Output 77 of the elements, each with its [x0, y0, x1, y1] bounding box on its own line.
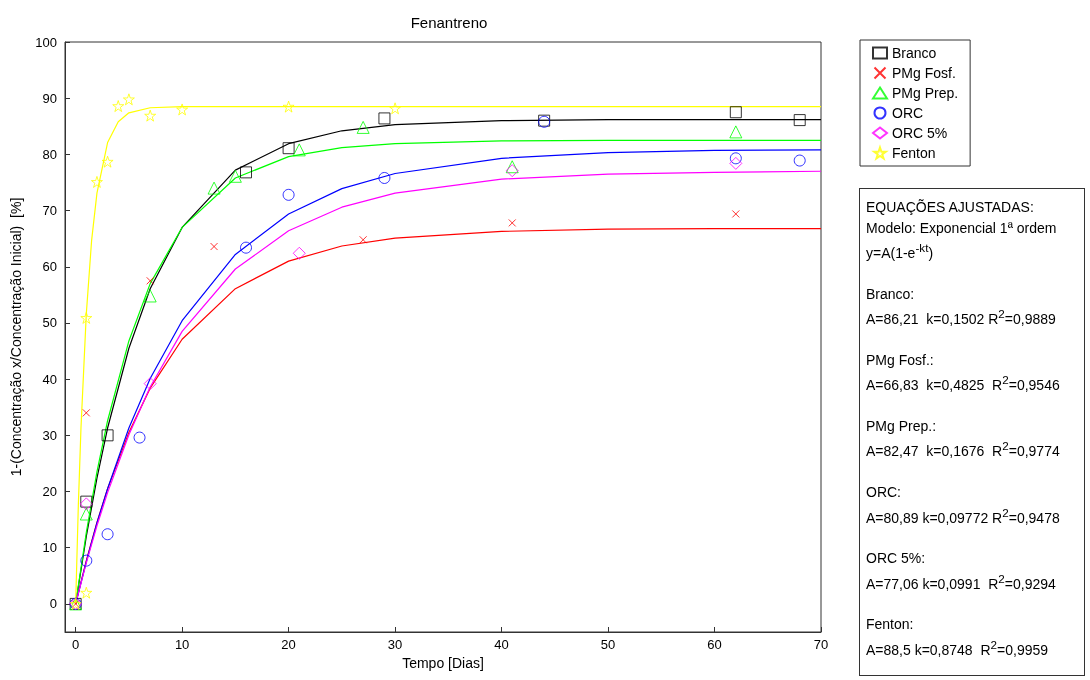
- y-tick-label: 30: [42, 427, 57, 443]
- text: ORC 5%: A=77,06 k=0,0991 R$^{2}$=0,9294: [866, 549, 1057, 594]
- point: [228, 169, 242, 183]
- y-tick-label: 20: [42, 484, 57, 500]
- text: EQUAÇÕES AJUSTADAS: Modelo: Exponencial 1ª ordem y=A(1-e$^{-kt}$): [866, 198, 1058, 263]
- point: [793, 114, 806, 127]
- point: [143, 289, 157, 303]
- x-tick-label: 70: [813, 637, 829, 652]
- point: [101, 429, 114, 442]
- y-tick-label: 40: [42, 371, 57, 387]
- point: [505, 164, 519, 178]
- y-tick-label: 50: [42, 315, 57, 331]
- x-tick-label: 60: [707, 637, 722, 652]
- point: [240, 241, 253, 254]
- point: [101, 155, 114, 168]
- x-tick-label: 20: [281, 637, 296, 652]
- point: [79, 507, 93, 521]
- point: [122, 93, 135, 106]
- point: [389, 102, 402, 115]
- y-tick-label: 10: [42, 540, 57, 556]
- point: [146, 276, 155, 285]
- legend-label: Fenton: [892, 145, 936, 161]
- point: [282, 188, 295, 201]
- y-tick-label: 60: [42, 259, 57, 275]
- point: [793, 154, 806, 167]
- point: [729, 106, 742, 119]
- legend-label: PMg Fosf.: [892, 65, 956, 81]
- point: [80, 586, 93, 599]
- y-tick-label: 0: [49, 596, 57, 612]
- text: PMg Fosf.: A=66,83 k=0,4825 R$^{2}$=0,9546: [866, 350, 1061, 395]
- x-tick-label: 0: [72, 637, 80, 652]
- point: [729, 125, 743, 139]
- y-tick-label: 90: [42, 90, 57, 106]
- point: [729, 156, 743, 170]
- point: [90, 175, 103, 188]
- point: [80, 554, 93, 567]
- point: [144, 109, 157, 122]
- point: [240, 166, 253, 179]
- legend-label: PMg Prep.: [892, 85, 959, 101]
- point: [378, 112, 391, 125]
- point: [292, 143, 306, 157]
- text: Fenton: A=88,5 k=0,8748 R$^{2}$=0,9959: [866, 615, 1050, 660]
- legend-label: ORC 5%: [892, 125, 948, 141]
- text: ORC: A=80,89 k=0,09772 R$^{2}$=0,9478: [866, 483, 1061, 528]
- x-tick-label: 10: [174, 637, 190, 652]
- point: [82, 408, 91, 417]
- y-axis-title: 1-(Concentração x/Concentração Inicial) [%]: [8, 197, 24, 477]
- point: [143, 377, 157, 391]
- point: [508, 218, 517, 227]
- point: [359, 235, 368, 244]
- point: [80, 311, 93, 324]
- y-tick-label: 100: [35, 34, 57, 50]
- point: [292, 246, 306, 260]
- y-tick-label: 80: [42, 146, 57, 162]
- legend-label: ORC: [892, 105, 924, 121]
- chart-title: Fenantreno: [410, 14, 488, 31]
- point: [176, 103, 189, 116]
- point: [729, 152, 742, 165]
- point: [282, 142, 295, 155]
- x-tick-label: 50: [600, 637, 616, 652]
- point: [207, 181, 221, 195]
- x-tick-label: 30: [387, 637, 403, 652]
- point: [210, 242, 219, 251]
- y-tick-label: 70: [42, 203, 57, 219]
- point: [505, 160, 519, 174]
- point: [112, 100, 125, 113]
- point: [133, 431, 146, 444]
- x-tick-label: 40: [494, 637, 509, 652]
- text: PMg Prep.: A=82,47 k=0,1676 R$^{2}$=0,9774: [866, 416, 1061, 462]
- text: Branco: A=86,21 k=0,1502 R$^{2}$=0,9889: [866, 284, 1057, 329]
- point: [356, 120, 370, 134]
- point: [378, 171, 391, 184]
- point: [731, 209, 740, 218]
- x-axis-title: Tempo [Dias]: [402, 654, 484, 671]
- legend-label: Branco: [892, 45, 937, 61]
- point: [282, 100, 295, 113]
- point: [101, 528, 114, 541]
